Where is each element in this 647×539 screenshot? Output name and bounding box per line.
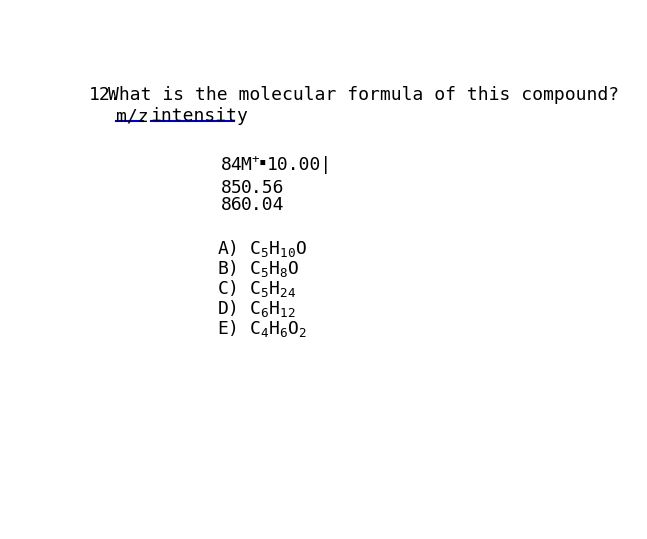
Text: 86: 86 [221,196,242,213]
Text: ▪: ▪ [258,156,266,169]
Text: 85: 85 [221,178,242,197]
Text: What is the molecular formula of this compound?: What is the molecular formula of this co… [108,86,619,104]
Text: 0.04: 0.04 [241,196,284,213]
Text: C) $\mathregular{C_5H_{24}}$: C) $\mathregular{C_5H_{24}}$ [217,278,296,299]
Text: 10.00|: 10.00| [267,156,332,174]
Text: A) $\mathregular{C_5H_{10}O}$: A) $\mathregular{C_5H_{10}O}$ [217,238,307,259]
Text: +: + [252,153,259,166]
Text: M: M [241,156,252,174]
Text: 84: 84 [221,156,242,174]
Text: intensity: intensity [151,107,248,125]
Text: 0.56: 0.56 [241,178,284,197]
Text: D) $\mathregular{C_6H_{12}}$: D) $\mathregular{C_6H_{12}}$ [217,298,295,319]
Text: E) $\mathregular{C_4H_6O_2}$: E) $\mathregular{C_4H_6O_2}$ [217,318,307,339]
Text: 12.: 12. [89,86,121,104]
Text: B) $\mathregular{C_5H_8O}$: B) $\mathregular{C_5H_8O}$ [217,258,299,279]
Text: m/z: m/z [116,107,148,125]
